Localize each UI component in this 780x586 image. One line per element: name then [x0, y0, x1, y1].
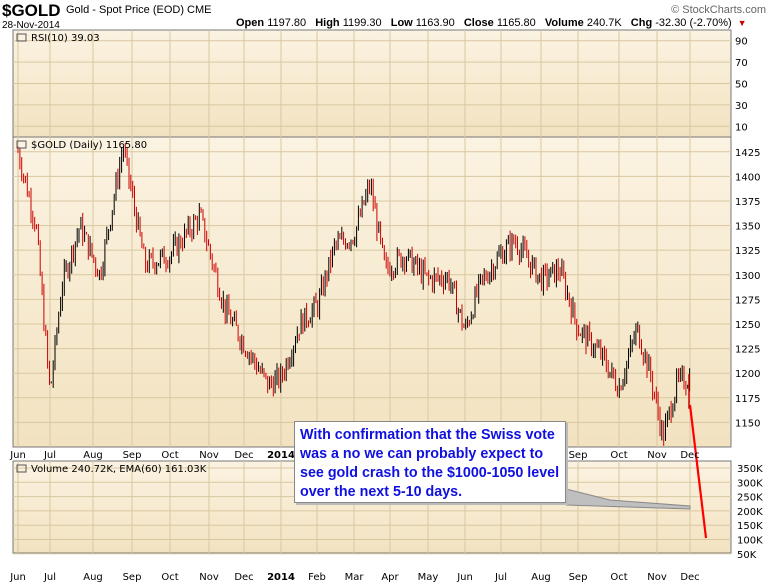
- bottom-x-tick: 2014: [267, 572, 295, 583]
- bottom-x-tick: Feb: [308, 572, 326, 583]
- ohlc-readout: Open 1197.80 High 1199.30 Low 1163.90 Cl…: [236, 17, 747, 29]
- bottom-x-tick: Nov: [199, 572, 219, 583]
- bottom-x-tick: Jul: [43, 572, 56, 583]
- price-y-tick: 1225: [735, 345, 760, 356]
- bottom-x-tick: Jul: [494, 572, 507, 583]
- price-y-tick: 1150: [735, 418, 760, 429]
- rsi-y-tick: 30: [735, 101, 748, 112]
- price-x-tick: Nov: [199, 450, 219, 461]
- volume-y-tick: 100K: [737, 536, 763, 547]
- rsi-y-tick: 50: [735, 80, 748, 91]
- bottom-x-tick: Mar: [345, 572, 365, 583]
- bottom-x-tick: Sep: [123, 572, 142, 583]
- bottom-x-tick: Jun: [456, 572, 473, 583]
- chg-label: Chg: [630, 17, 653, 29]
- bottom-x-tick: May: [418, 572, 439, 583]
- volume-value: 240.7K: [586, 17, 622, 29]
- volume-legend-marker: [16, 464, 27, 473]
- bottom-x-tick: Aug: [83, 572, 103, 583]
- price-bars: [17, 143, 708, 539]
- price-label: $GOLD (Daily) 1165.80: [31, 140, 147, 151]
- volume-y-tick: 50K: [737, 550, 757, 561]
- projection-arrow: [688, 404, 708, 539]
- volume-label: Volume: [544, 17, 584, 29]
- price-x-tick: Jul: [43, 450, 56, 461]
- rsi-label: RSI(10) 39.03: [31, 33, 100, 44]
- price-y-tick: 1325: [735, 246, 760, 257]
- open-value: 1197.80: [267, 17, 307, 29]
- brand-logo[interactable]: © StockCharts.com: [671, 4, 766, 16]
- bottom-x-tick: Aug: [531, 572, 551, 583]
- bottom-x-tick: Sep: [569, 572, 588, 583]
- price-y-tick: 1425: [735, 148, 760, 159]
- volume-y-tick: 250K: [737, 493, 763, 504]
- low-value: 1163.90: [415, 17, 455, 29]
- price-panel: [12, 136, 732, 448]
- volume-y-tick: 350K: [737, 464, 763, 475]
- price-x-tick: Jun: [9, 450, 26, 461]
- bottom-x-tick: Oct: [610, 572, 627, 583]
- bottom-x-tick: Dec: [234, 572, 253, 583]
- bottom-x-tick: Jun: [9, 572, 26, 583]
- price-x-tick: Sep: [569, 450, 588, 461]
- bottom-x-tick: Apr: [381, 572, 399, 583]
- volume-ema-wedge: [565, 488, 691, 510]
- price-x-tick: 2014: [267, 450, 295, 461]
- price-y-tick: 1350: [735, 222, 760, 233]
- volume-y-tick: 150K: [737, 521, 763, 532]
- price-y-tick: 1175: [735, 394, 760, 405]
- chg-value: -32.30 (-2.70%): [655, 17, 732, 29]
- rsi-y-tick: 70: [735, 58, 748, 69]
- ticker-symbol: $GOLD: [2, 1, 61, 20]
- price-x-tick: Dec: [680, 450, 699, 461]
- price-y-tick: 1400: [735, 172, 760, 183]
- close-value: 1165.80: [496, 17, 536, 29]
- instrument-name: Gold - Spot Price (EOD): [66, 4, 184, 16]
- price-x-tick: Sep: [123, 450, 142, 461]
- price-y-tick: 1275: [735, 295, 760, 306]
- volume-label: Volume 240.72K, EMA(60) 161.03K: [31, 464, 207, 475]
- volume-y-tick: 200K: [737, 507, 763, 518]
- price-y-tick: 1250: [735, 320, 760, 331]
- volume-y-tick: 300K: [737, 478, 763, 489]
- high-label: High: [315, 17, 340, 29]
- open-label: Open: [236, 17, 265, 29]
- price-legend-marker: [16, 140, 27, 149]
- price-y-tick: 1200: [735, 369, 760, 380]
- bottom-x-tick: Nov: [647, 572, 667, 583]
- price-x-tick: Nov: [647, 450, 667, 461]
- high-value: 1199.30: [342, 17, 382, 29]
- price-x-tick: Oct: [610, 450, 627, 461]
- down-triangle-icon: ▼: [737, 18, 747, 28]
- ticker-description: Gold - Spot Price (EOD) CME: [66, 4, 212, 16]
- bottom-x-tick: Dec: [680, 572, 699, 583]
- rsi-y-tick: 10: [735, 122, 748, 133]
- price-y-tick: 1300: [735, 271, 760, 282]
- price-x-tick: Aug: [83, 450, 103, 461]
- price-x-tick: Oct: [161, 450, 178, 461]
- rsi-y-tick: 90: [735, 37, 748, 48]
- exchange: CME: [187, 4, 212, 16]
- annotation-callout: With confirmation that the Swiss vote wa…: [294, 421, 566, 503]
- bottom-x-tick: Oct: [161, 572, 178, 583]
- price-x-tick: Dec: [234, 450, 253, 461]
- close-label: Close: [463, 17, 494, 29]
- rsi-legend-marker: [16, 33, 27, 42]
- low-label: Low: [390, 17, 413, 29]
- price-y-tick: 1375: [735, 197, 760, 208]
- chart-date: 28-Nov-2014: [2, 20, 60, 31]
